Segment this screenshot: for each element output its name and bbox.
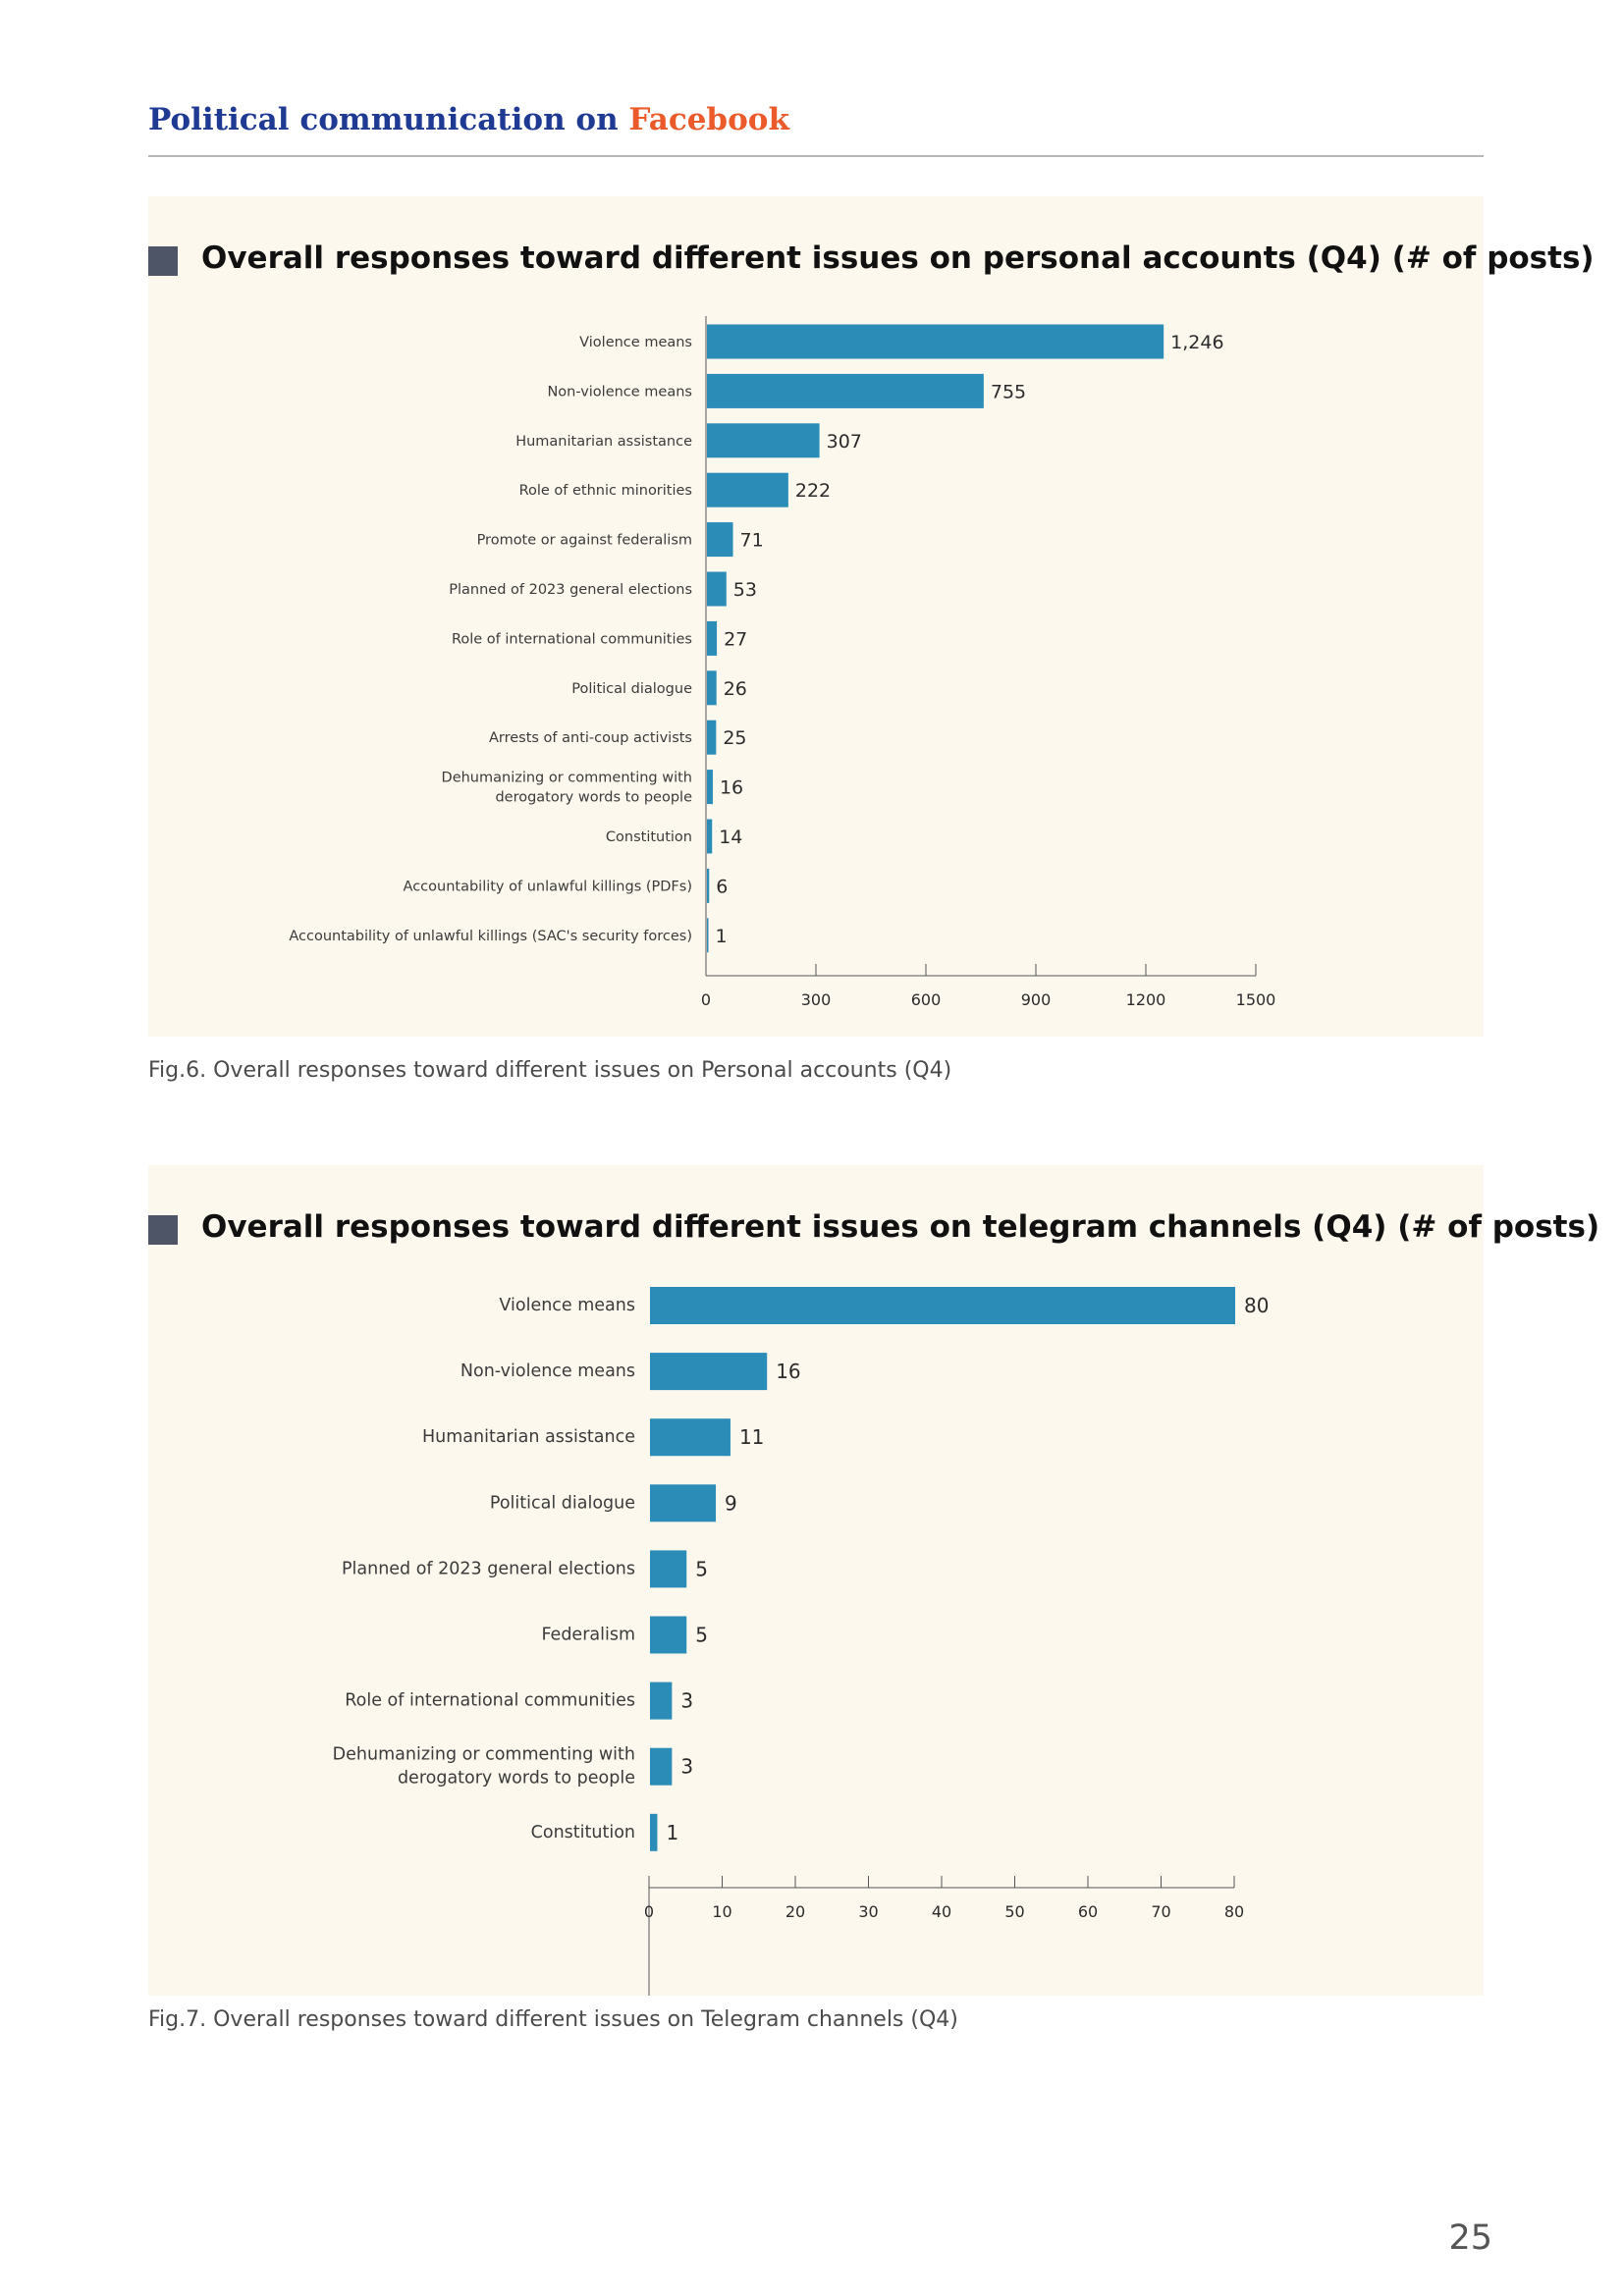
x-tick-label: 300 [801,990,832,1009]
x-tick-label: 50 [1004,1902,1024,1921]
bar [707,770,713,805]
data-label: 14 [719,827,742,848]
bar [707,522,733,558]
x-tick-label: 40 [932,1902,951,1921]
data-label: 9 [725,1491,737,1515]
page-header: Political communication on Facebook [148,102,1484,137]
data-label: 71 [740,530,764,552]
x-tick-label: 0 [644,1902,654,1921]
section-marker-icon [148,1215,178,1245]
data-label: 26 [724,678,747,700]
category-label: Dehumanizing or commenting with [333,1745,635,1765]
chart-title-personal: Overall responses toward different issue… [201,240,1595,276]
x-tick-label: 600 [911,990,942,1009]
category-label: Dehumanizing or commenting with [442,771,692,786]
chart-panel-personal: Overall responses toward different issue… [148,196,1595,1037]
bar [707,373,984,408]
figure-caption-7: Fig.7. Overall responses toward differen… [148,2007,958,2032]
category-label: Political dialogue [490,1493,635,1513]
data-label: 222 [795,480,831,502]
bar-chart-telegram: 0 10 20 30 40 50 60 70 80 80 Violence means 16 Non-v… [333,1287,1269,1996]
x-tick-label: 70 [1151,1902,1170,1921]
chart-title-telegram: Overall responses toward different issue… [201,1209,1600,1245]
category-label: Accountability of unlawful killings (PDF… [404,879,692,894]
bar [650,1353,768,1391]
data-label: 755 [991,381,1026,402]
bar [650,1616,687,1654]
bar [707,571,727,607]
x-tick-label: 30 [858,1902,878,1921]
figure-caption-6: Fig.6. Overall responses toward differen… [148,1058,952,1083]
bar [707,720,717,755]
data-label: 3 [680,1755,693,1779]
data-label: 53 [733,579,757,601]
data-label: 11 [739,1425,764,1449]
category-label: Federalism [541,1626,635,1645]
category-label: Planned of 2023 general elections [342,1559,635,1578]
x-tick-label: 80 [1224,1902,1244,1921]
category-label: Planned of 2023 general elections [449,582,692,598]
bar [707,423,820,458]
data-label: 1,246 [1170,332,1223,353]
data-label: 5 [695,1624,708,1647]
category-label: Constitution [606,829,692,845]
header-title-accent: Facebook [628,102,789,137]
bar [707,472,788,507]
x-tick-label: 1200 [1126,990,1166,1009]
header-title-main: Political communication on [148,102,629,137]
bar [650,1418,731,1457]
category-label: Accountability of unlawful killings (SAC… [289,929,692,944]
data-label: 5 [695,1557,708,1580]
data-label: 6 [716,876,728,897]
category-label: Political dialogue [571,681,692,697]
bar [707,670,717,706]
data-label: 16 [720,777,743,799]
data-label: 307 [827,431,862,453]
category-label: Humanitarian assistance [422,1427,635,1447]
category-label: Promote or against federalism [477,533,692,549]
x-tick-label: 0 [701,990,711,1009]
x-tick-label: 900 [1021,990,1052,1009]
bar [707,918,709,953]
bar [650,1747,673,1786]
category-label: derogatory words to people [495,790,692,806]
data-label: 3 [680,1689,693,1713]
data-label: 80 [1244,1294,1269,1317]
category-label: Role of international communities [345,1691,635,1711]
category-label: Violence means [499,1296,635,1315]
x-tick-label: 20 [785,1902,805,1921]
category-label: Violence means [579,335,692,350]
bar [707,324,1164,359]
bar [650,1550,687,1588]
bar [650,1682,673,1720]
category-label: Arrests of anti-coup activists [489,730,692,746]
data-label: 16 [776,1360,800,1383]
bar-chart-personal: 0 300 600 900 1200 1500 1,246 Violence means 755… [289,316,1276,1009]
bar [650,1813,658,1851]
category-label: Role of international communities [452,631,692,647]
x-tick-label: 1500 [1236,990,1276,1009]
chart-panel-telegram: Overall responses toward different issue… [148,1165,1599,1996]
bar [707,620,718,656]
category-label: Non-violence means [460,1362,635,1381]
category-label: Humanitarian assistance [515,434,692,450]
bar [650,1484,717,1522]
category-label: derogatory words to people [398,1769,635,1789]
data-label: 1 [716,926,728,947]
section-marker-icon [148,246,178,276]
category-label: Constitution [531,1823,635,1842]
header-divider [148,155,1484,157]
bar [707,819,713,854]
data-label: 27 [724,628,747,650]
x-tick-label: 10 [712,1902,731,1921]
data-label: 25 [723,727,746,749]
page-number: 25 [1448,2218,1492,2258]
data-label: 1 [666,1821,678,1844]
bar [707,868,710,903]
x-tick-label: 60 [1078,1902,1098,1921]
category-label: Non-violence means [547,384,692,400]
category-label: Role of ethnic minorities [519,483,692,499]
bar [650,1287,1235,1324]
